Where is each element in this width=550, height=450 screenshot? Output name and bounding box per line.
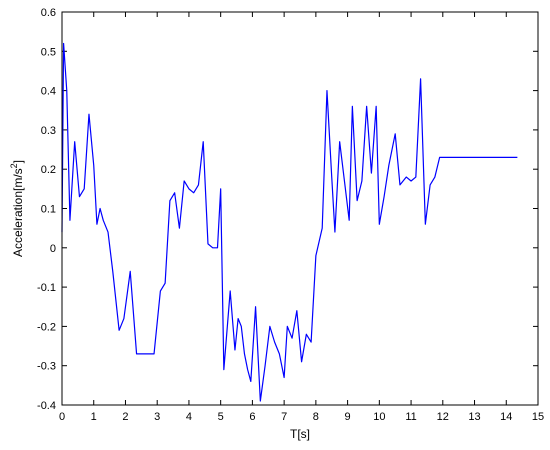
- y-axis-title-base: Acceleration[m/s: [11, 168, 25, 257]
- y-tick-label: -0.4: [37, 400, 56, 412]
- x-tick-label: 15: [532, 411, 544, 423]
- y-tick-label: 0.3: [41, 125, 56, 137]
- y-tick-label: -0.3: [37, 361, 56, 373]
- x-tick-label: 12: [437, 411, 449, 423]
- y-tick-label: 0.4: [41, 86, 56, 98]
- y-axis-title-close: ]: [11, 160, 25, 163]
- x-tick-label: 6: [249, 411, 255, 423]
- x-tick-label: 4: [186, 411, 192, 423]
- x-tick-label: 1: [91, 411, 97, 423]
- x-tick-label: 5: [218, 411, 224, 423]
- x-axis-title: T[s]: [290, 427, 310, 441]
- x-tick-label: 14: [500, 411, 512, 423]
- x-tick-label: 3: [154, 411, 160, 423]
- x-tick-label: 11: [405, 411, 416, 423]
- x-tick-label: 13: [468, 411, 480, 423]
- y-tick-label: 0.5: [41, 46, 56, 58]
- ticks-layer: [61, 11, 539, 406]
- tick-labels-layer: 0 1 2 3 4 5 6 7 8 9 10 11 12 13 14 15-0.4-0.3-0.2-0.100…: [37, 7, 544, 423]
- acceleration-series-line: [61, 42, 518, 402]
- y-tick-label: 0.2: [41, 164, 56, 176]
- y-tick-label: -0.2: [37, 321, 56, 333]
- x-tick-label: 9: [345, 411, 351, 423]
- y-tick-label: 0: [50, 243, 56, 255]
- x-tick-label: 10: [373, 411, 385, 423]
- y-tick-label: 0.1: [41, 204, 56, 216]
- x-tick-label: 7: [281, 411, 287, 423]
- y-tick-label: 0.6: [41, 7, 56, 19]
- plot-frame: [61, 11, 539, 406]
- x-tick-label: 0: [59, 411, 65, 423]
- y-tick-label: -0.1: [37, 282, 56, 294]
- y-axis-title-superscript: 2: [9, 163, 19, 168]
- x-tick-label: 8: [313, 411, 319, 423]
- y-axis-title: Acceleration[m/s2]: [9, 160, 25, 257]
- x-tick-label: 2: [122, 411, 128, 423]
